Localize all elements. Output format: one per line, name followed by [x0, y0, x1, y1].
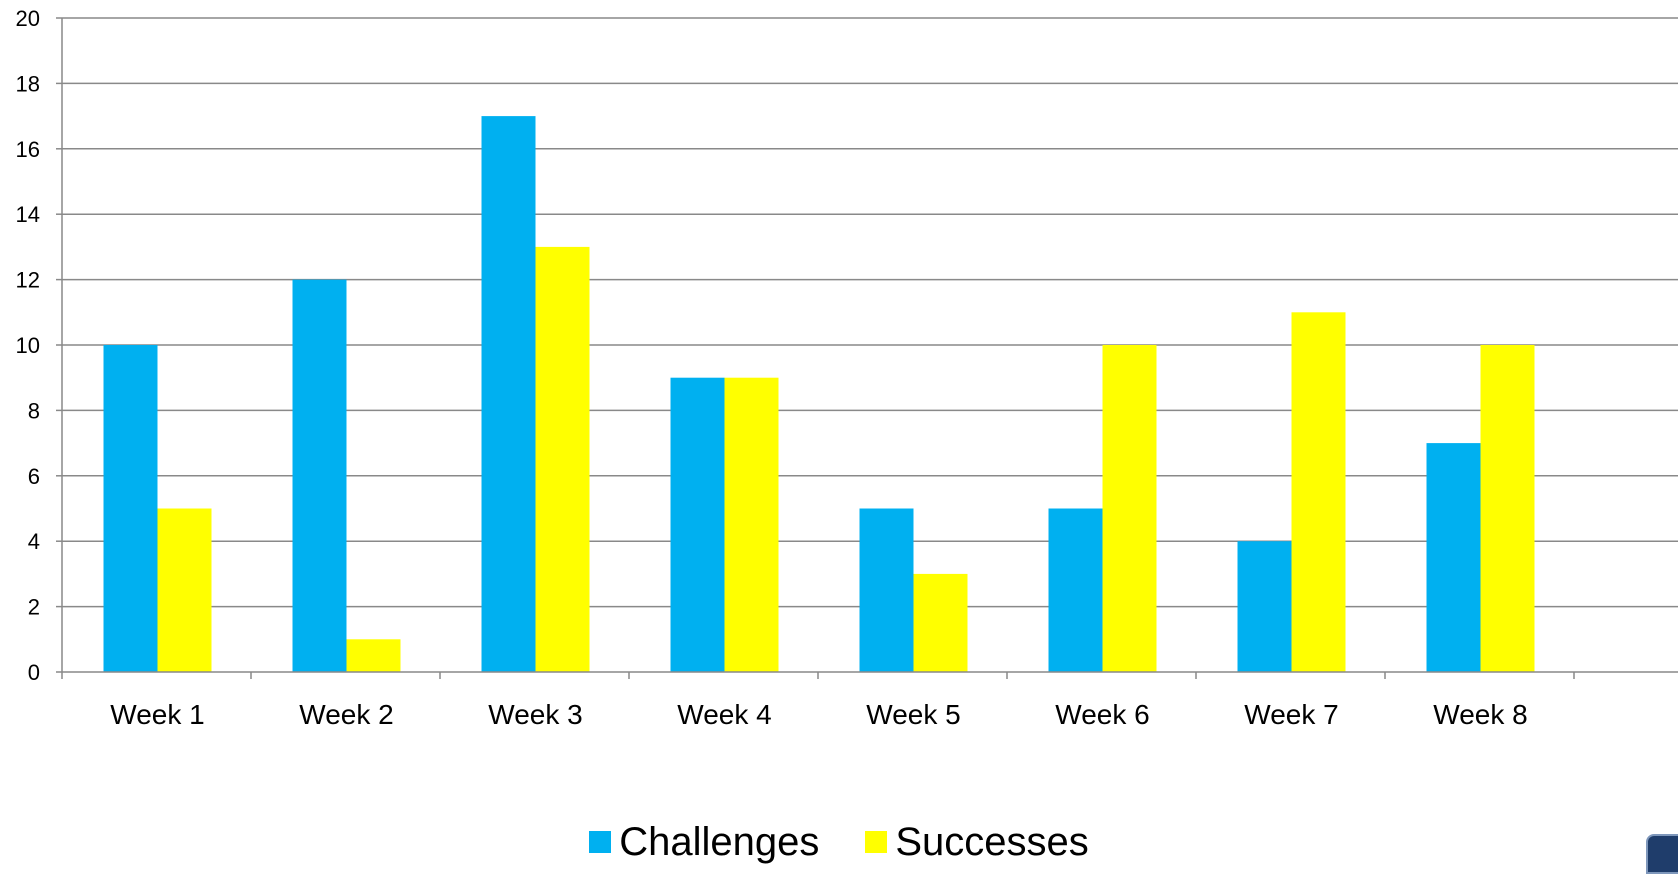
bar-successes-5	[913, 573, 968, 672]
bar-successes-3	[535, 246, 590, 672]
bar-successes-1	[157, 508, 212, 672]
bar-challenges-5	[859, 508, 914, 672]
x-tick-label-1: Week 1	[110, 699, 204, 730]
bar-challenges-3	[481, 116, 536, 673]
x-tick-label-2: Week 2	[299, 699, 393, 730]
x-tick-label-7: Week 7	[1244, 699, 1338, 730]
legend: Challenges Successes	[0, 822, 1678, 862]
y-tick-label-2: 2	[28, 595, 40, 620]
legend-swatch-successes	[865, 831, 888, 853]
bar-successes-7	[1291, 312, 1346, 672]
bar-successes-4	[724, 377, 779, 672]
y-tick-label-6: 6	[28, 464, 40, 489]
bar-successes-8	[1480, 345, 1535, 672]
y-tick-label-14: 14	[16, 202, 40, 227]
y-axis-tick-labels: 0 2 4 6 8 10 12 14 16 18 20	[16, 6, 40, 685]
bars	[103, 116, 1535, 673]
x-tick-label-5: Week 5	[866, 699, 960, 730]
x-axis	[61, 18, 1678, 679]
slide-corner-logo-icon	[1646, 834, 1678, 874]
x-tick-label-8: Week 8	[1433, 699, 1527, 730]
bar-successes-2	[346, 639, 401, 672]
bar-challenges-8	[1426, 443, 1481, 672]
y-tick-label-16: 16	[16, 137, 40, 162]
x-tick-label-3: Week 3	[488, 699, 582, 730]
bar-challenges-6	[1048, 508, 1103, 672]
y-tick-label-18: 18	[16, 71, 40, 96]
legend-item-challenges: Challenges	[589, 822, 819, 862]
bar-challenges-1	[103, 345, 158, 672]
bar-challenges-4	[670, 377, 725, 672]
y-tick-label-12: 12	[16, 268, 40, 293]
legend-label-successes: Successes	[895, 820, 1089, 864]
x-tick-label-6: Week 6	[1055, 699, 1149, 730]
y-tick-label-8: 8	[28, 398, 40, 423]
bar-challenges-7	[1237, 541, 1292, 672]
x-tick-label-4: Week 4	[677, 699, 771, 730]
y-tick-label-10: 10	[16, 333, 40, 358]
legend-label-challenges: Challenges	[619, 820, 820, 864]
x-axis-tick-labels: Week 1 Week 2 Week 3 Week 4 Week 5 Week 6 Week…	[110, 699, 1527, 730]
y-tick-label-4: 4	[28, 529, 40, 554]
bar-challenges-2	[292, 279, 347, 672]
legend-swatch-challenges	[589, 831, 612, 853]
y-tick-label-0: 0	[28, 660, 40, 685]
bar-successes-6	[1102, 345, 1157, 672]
legend-item-successes: Successes	[865, 820, 1089, 864]
y-tick-label-20: 20	[16, 6, 40, 31]
